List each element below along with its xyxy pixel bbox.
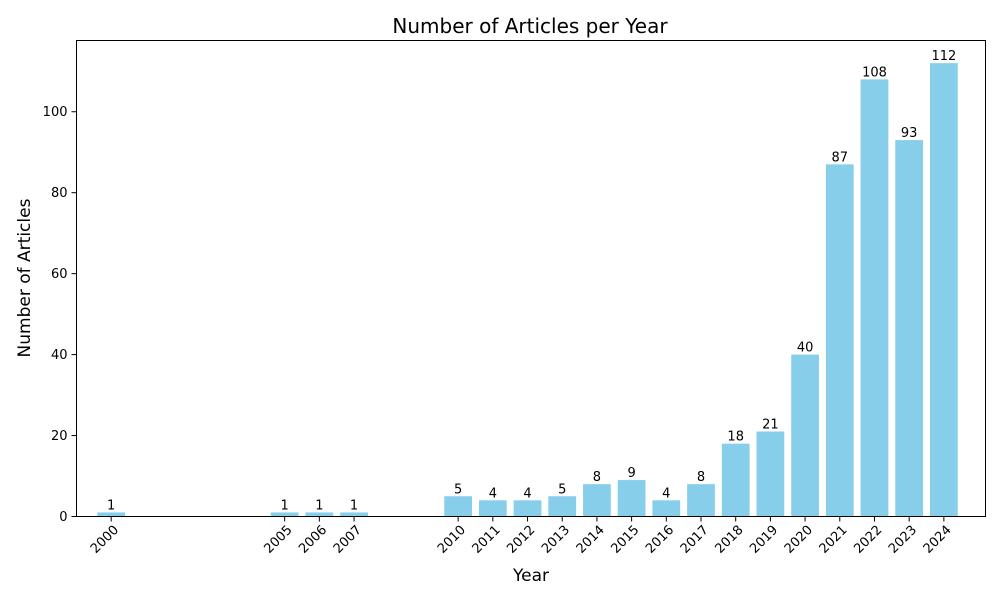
x-tick-label-2005: 2005 (261, 523, 295, 557)
y-tick-label-0: 0 (59, 510, 67, 525)
x-tick-label-2012: 2012 (504, 523, 538, 557)
x-tick-label-2018: 2018 (713, 523, 747, 557)
bar-2000 (97, 512, 126, 517)
bar-2007 (340, 512, 368, 517)
bar-2015 (617, 480, 646, 517)
x-tick-label-2007: 2007 (331, 523, 365, 557)
x-tick-label-2020: 2020 (782, 523, 816, 557)
y-axis-label: Number of Articles (15, 198, 35, 357)
x-tick-label-2015: 2015 (608, 523, 642, 557)
x-tick-label-2023: 2023 (886, 523, 920, 557)
bar-2018 (721, 443, 750, 517)
y-tick-label-100: 100 (43, 105, 68, 120)
bar-2012 (513, 500, 542, 517)
bar-2023 (895, 140, 924, 517)
x-tick-label-2014: 2014 (574, 523, 608, 557)
data-label-2011: 4 (489, 486, 497, 501)
bar-2019 (756, 431, 785, 517)
bars-group (97, 63, 958, 517)
bar-2024 (929, 63, 958, 517)
plot-frame (76, 40, 986, 517)
x-tick-label-2006: 2006 (296, 523, 330, 557)
data-label-2018: 18 (727, 430, 744, 445)
data-label-2020: 40 (797, 341, 814, 356)
data-label-2016: 4 (662, 486, 670, 501)
y-tick-label-40: 40 (51, 348, 68, 363)
data-label-2024: 112 (931, 49, 956, 64)
x-tick-label-2022: 2022 (851, 523, 885, 557)
data-label-2010: 5 (454, 482, 462, 497)
data-label-2021: 87 (832, 150, 849, 165)
data-label-2015: 9 (627, 466, 635, 481)
y-axis-ticks: 0 20 40 60 80 100 (43, 105, 77, 525)
data-labels-group: 1 1 1 1 5 4 4 5 8 9 4 8 18 21 40 87 108 93 112 (107, 49, 956, 513)
x-tick-label-2017: 2017 (678, 523, 712, 557)
data-label-2012: 4 (523, 486, 531, 501)
x-tick-label-2013: 2013 (539, 523, 573, 557)
bar-2014 (583, 484, 611, 517)
x-tick-label-2011: 2011 (470, 523, 504, 557)
x-tick-label-2019: 2019 (747, 523, 781, 557)
data-label-2006: 1 (315, 498, 323, 513)
data-label-2022: 108 (862, 65, 887, 80)
data-label-2013: 5 (558, 482, 566, 497)
x-tick-label-2021: 2021 (817, 523, 851, 557)
bar-2022 (860, 79, 889, 517)
data-label-2005: 1 (281, 498, 289, 513)
bar-2013 (548, 496, 577, 517)
y-tick-label-20: 20 (51, 429, 68, 444)
x-tick-label-2016: 2016 (643, 523, 677, 557)
y-tick-label-80: 80 (51, 186, 68, 201)
data-label-2023: 93 (901, 126, 918, 141)
bar-2021 (825, 164, 854, 517)
chart-title: Number of Articles per Year (392, 14, 668, 38)
bar-2005 (270, 512, 299, 517)
data-label-2014: 8 (593, 470, 601, 485)
bar-2016 (652, 500, 681, 517)
data-label-2000: 1 (107, 498, 115, 513)
x-tick-label-2024: 2024 (921, 523, 955, 557)
bar-2011 (478, 500, 507, 517)
bar-2006 (305, 512, 334, 517)
y-tick-label-60: 60 (51, 267, 68, 282)
x-tick-label-2010: 2010 (435, 523, 469, 557)
data-label-2017: 8 (697, 470, 705, 485)
x-axis-label: Year (512, 566, 549, 586)
x-axis-ticks: 2000 2005 2006 2007 2010 2011 2012 2013 2014 2015… (88, 516, 955, 557)
bar-2010 (444, 496, 473, 517)
bar-2020 (791, 354, 819, 517)
x-tick-label-2000: 2000 (88, 523, 122, 557)
bar-2017 (687, 484, 715, 517)
data-label-2007: 1 (350, 498, 358, 513)
data-label-2019: 21 (762, 418, 779, 433)
